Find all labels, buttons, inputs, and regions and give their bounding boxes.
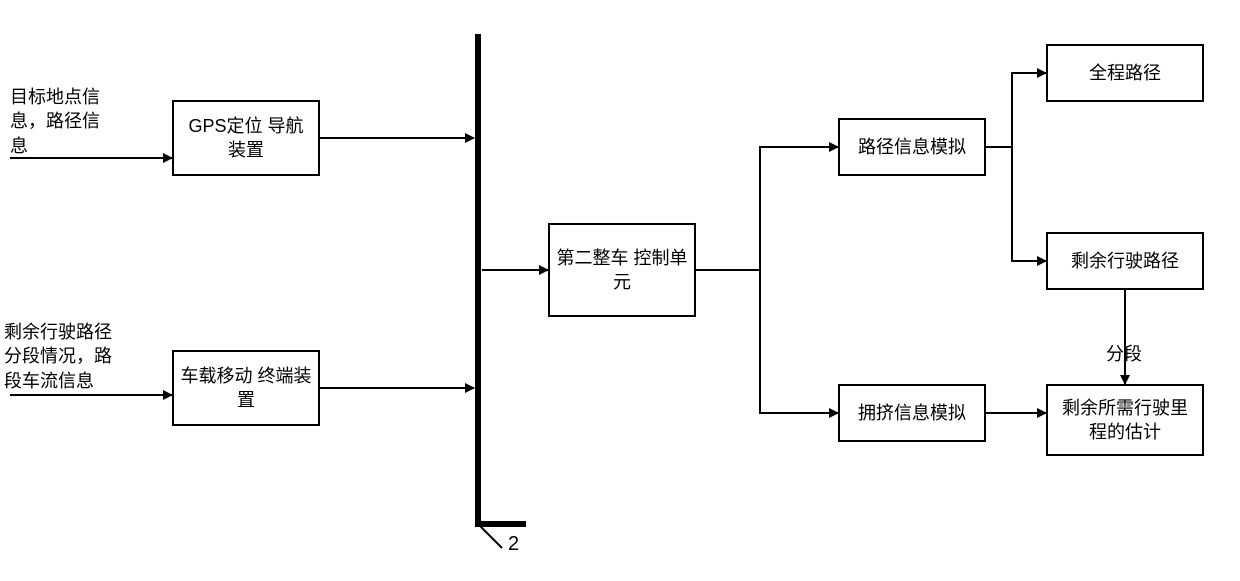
segment-label: 分段 — [1106, 342, 1166, 366]
edge-vcu-to-congest-sim — [696, 270, 838, 413]
node-full-path: 全程路径 — [1046, 44, 1204, 102]
node-gps-navigation: GPS定位 导航装置 — [172, 100, 320, 176]
node-remaining-path: 剩余行驶路径 — [1046, 232, 1204, 290]
node-route-info-sim: 路径信息模拟 — [838, 118, 986, 176]
figure-number: 2 — [508, 531, 528, 558]
node-congestion-sim: 拥挤信息模拟 — [838, 384, 986, 442]
edge-vcu-to-route-sim — [696, 147, 838, 270]
edge-route-sim-to-full — [986, 73, 1046, 147]
edge-route-sim-to-remain — [986, 147, 1046, 261]
node-mobile-terminal: 车载移动 终端装置 — [172, 350, 320, 426]
node-vehicle-control-unit: 第二整车 控制单元 — [548, 223, 696, 317]
diagram-canvas: 目标地点信 息，路径信 息 剩余行驶路径 分段情况，路 段车流信息 分段 2 G… — [0, 0, 1240, 581]
figure-number-tick — [478, 524, 502, 548]
input-label-remaining: 剩余行驶路径 分段情况，路 段车流信息 — [4, 320, 154, 393]
input-label-destination: 目标地点信 息，路径信 息 — [10, 85, 140, 158]
separator-bar — [478, 34, 526, 524]
node-remaining-estimate: 剩余所需行驶里 程的估计 — [1046, 384, 1204, 456]
